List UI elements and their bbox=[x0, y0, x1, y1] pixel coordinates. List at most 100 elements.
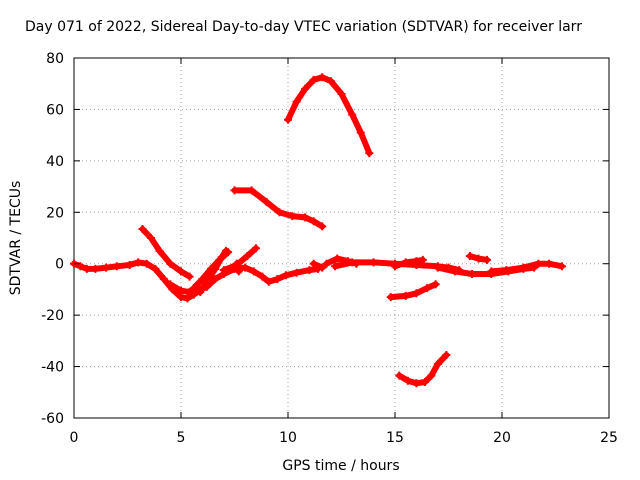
data-point bbox=[301, 84, 310, 93]
data-point bbox=[301, 213, 310, 222]
y-tick-label: 60 bbox=[46, 102, 64, 118]
data-point bbox=[418, 255, 427, 264]
data-point bbox=[166, 259, 175, 268]
x-tick-label: 5 bbox=[177, 430, 186, 446]
data-point bbox=[545, 259, 554, 268]
data-point bbox=[232, 261, 241, 269]
data-point bbox=[183, 294, 192, 303]
series-arc-14 bbox=[396, 352, 450, 387]
data-point bbox=[395, 371, 404, 380]
data-point bbox=[348, 258, 357, 267]
data-point bbox=[224, 248, 233, 257]
data-point bbox=[309, 75, 318, 84]
data-point bbox=[557, 262, 566, 271]
data-point bbox=[483, 255, 492, 264]
data-point bbox=[138, 225, 147, 233]
series-arc-13 bbox=[387, 281, 439, 301]
data-point bbox=[465, 252, 474, 260]
data-point bbox=[386, 293, 395, 302]
data-point bbox=[82, 264, 91, 273]
data-point bbox=[292, 268, 301, 277]
data-point bbox=[519, 263, 528, 272]
y-tick-label: -40 bbox=[41, 360, 64, 376]
y-tick-label: -60 bbox=[41, 411, 64, 427]
data-point bbox=[322, 259, 331, 268]
data-point bbox=[318, 73, 327, 82]
data-point bbox=[219, 266, 228, 275]
data-point bbox=[76, 262, 85, 271]
data-point bbox=[247, 186, 256, 195]
data-point bbox=[196, 288, 205, 296]
data-point bbox=[198, 275, 207, 284]
data-point bbox=[468, 270, 477, 278]
data-point bbox=[234, 267, 243, 276]
data-point bbox=[125, 261, 134, 269]
data-point bbox=[412, 257, 421, 266]
data-point bbox=[262, 198, 271, 206]
data-point bbox=[147, 234, 156, 242]
data-point bbox=[356, 128, 365, 137]
y-tick-label: 80 bbox=[46, 51, 64, 67]
data-point bbox=[206, 264, 215, 273]
data-point bbox=[177, 286, 185, 295]
data-point bbox=[427, 371, 436, 380]
y-tick-label: -20 bbox=[41, 308, 64, 324]
data-point bbox=[333, 254, 342, 263]
data-point bbox=[292, 97, 301, 106]
data-point bbox=[433, 360, 442, 368]
data-series bbox=[70, 73, 566, 388]
x-axis-label: GPS time / hours bbox=[282, 458, 399, 474]
y-tick-label: 0 bbox=[55, 257, 64, 273]
data-point bbox=[348, 110, 357, 119]
data-point bbox=[177, 267, 185, 276]
data-point bbox=[155, 246, 164, 255]
data-point bbox=[487, 267, 496, 276]
x-tick-label: 20 bbox=[493, 430, 511, 446]
data-point bbox=[433, 263, 442, 272]
x-tick-label: 10 bbox=[279, 430, 297, 446]
data-point bbox=[450, 267, 459, 276]
data-point bbox=[412, 379, 421, 388]
series-arc-08 bbox=[285, 74, 373, 157]
x-tick-label: 0 bbox=[70, 430, 79, 446]
data-point bbox=[326, 77, 335, 86]
data-point bbox=[102, 263, 111, 272]
data-point bbox=[273, 275, 282, 284]
data-point bbox=[318, 263, 327, 272]
data-point bbox=[185, 288, 194, 296]
series-arc-02 bbox=[139, 226, 193, 280]
y-tick-label: 40 bbox=[46, 154, 64, 170]
data-point bbox=[309, 259, 318, 268]
y-axis-label: SDTVAR / TECUs bbox=[8, 181, 24, 296]
data-point bbox=[305, 266, 314, 275]
x-tick-label: 15 bbox=[386, 430, 404, 446]
data-point bbox=[185, 272, 194, 281]
data-point bbox=[431, 280, 440, 289]
data-point bbox=[281, 271, 290, 280]
series-arc-07 bbox=[231, 187, 326, 230]
data-point bbox=[284, 115, 292, 124]
data-point bbox=[166, 280, 175, 289]
series-arc-06 bbox=[220, 245, 259, 274]
data-point bbox=[331, 262, 340, 271]
y-tick-label: 20 bbox=[46, 205, 64, 221]
data-point bbox=[412, 289, 421, 298]
data-point bbox=[365, 149, 374, 158]
x-tick-label: 25 bbox=[600, 430, 618, 446]
data-point bbox=[241, 263, 250, 272]
data-point bbox=[251, 244, 260, 253]
data-point bbox=[112, 262, 121, 271]
data-point bbox=[142, 259, 151, 268]
data-point bbox=[442, 351, 451, 359]
data-point bbox=[134, 258, 143, 267]
data-point bbox=[369, 258, 378, 267]
data-point bbox=[264, 277, 273, 286]
data-point bbox=[258, 272, 267, 281]
data-point bbox=[215, 255, 224, 264]
data-point bbox=[403, 376, 412, 385]
data-point bbox=[243, 252, 252, 260]
data-point bbox=[230, 186, 239, 195]
x-axis-ticks: 0 5 10 15 20 25 bbox=[70, 58, 618, 446]
data-point bbox=[189, 284, 198, 293]
